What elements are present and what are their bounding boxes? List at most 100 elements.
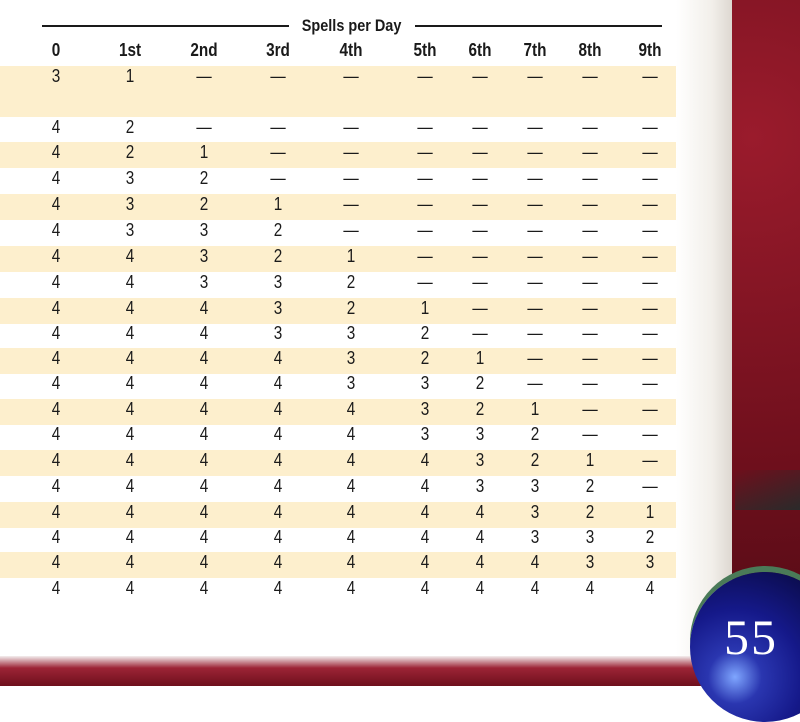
table-cell: 4	[125, 476, 135, 496]
table-cell: 4	[273, 552, 283, 572]
table-cell: 1	[125, 66, 135, 86]
table-cell: 3	[585, 552, 595, 572]
table-cell: 3	[125, 168, 135, 188]
table-cell: —	[343, 142, 359, 162]
table-cell: 3	[645, 552, 655, 572]
table-cell: 4	[51, 399, 61, 419]
table-cell: —	[343, 168, 359, 188]
table-cell: —	[417, 246, 433, 266]
table-cell: —	[270, 66, 286, 86]
table-cell: 4	[199, 348, 209, 368]
page-border	[676, 0, 736, 686]
table-cell: —	[270, 117, 286, 137]
table-cell: 4	[199, 424, 209, 444]
table-cell: 1	[530, 399, 540, 419]
table-cell: 3	[420, 424, 430, 444]
table-cell: 4	[125, 502, 135, 522]
table-cell: —	[582, 323, 598, 343]
table-cell: 3	[346, 373, 356, 393]
table-cell: —	[527, 373, 543, 393]
table-cell: —	[417, 66, 433, 86]
column-header: 5th	[413, 40, 437, 60]
table-cell: —	[582, 66, 598, 86]
table-cell: 4	[51, 578, 61, 598]
table-cell: 4	[51, 476, 61, 496]
table-cell: 2	[273, 220, 283, 240]
table-cell: —	[642, 194, 658, 214]
table-cell: 1	[420, 298, 430, 318]
table-cell: 1	[585, 450, 595, 470]
table-cell: 4	[199, 399, 209, 419]
table-cell: 2	[420, 348, 430, 368]
table-cell: —	[642, 272, 658, 292]
table-cell: 4	[125, 450, 135, 470]
table-cell: 1	[346, 246, 356, 266]
table-cell: —	[582, 246, 598, 266]
table-cell: 4	[645, 578, 655, 598]
table-cell: 2	[273, 246, 283, 266]
page-number: 55	[724, 609, 778, 665]
table-cell: 4	[199, 552, 209, 572]
table-cell: 3	[273, 298, 283, 318]
table-cell: 1	[475, 348, 485, 368]
table-cell: —	[270, 168, 286, 188]
table-cell: —	[196, 117, 212, 137]
table-cell: 4	[125, 323, 135, 343]
table-cell: 4	[273, 424, 283, 444]
table-cell: 4	[125, 298, 135, 318]
title-rule-left	[42, 25, 290, 27]
frame-corner	[735, 470, 800, 510]
table-cell: —	[472, 220, 488, 240]
table-cell: 4	[585, 578, 595, 598]
table-row: 4 3 2 — — — — — — —	[0, 168, 676, 194]
table-cell: 4	[346, 552, 356, 572]
table-cell: —	[196, 66, 212, 86]
table-cell: —	[582, 168, 598, 188]
table-cell: 4	[125, 578, 135, 598]
table-cell: —	[642, 373, 658, 393]
table-cell: 4	[475, 502, 485, 522]
table-cell: 4	[51, 117, 61, 137]
table-row: 4 2 — — — — — — — —	[0, 117, 676, 143]
table-cell: 2	[585, 476, 595, 496]
table-cell: 2	[530, 424, 540, 444]
column-header: 6th	[468, 40, 492, 60]
table-cell: 4	[199, 476, 209, 496]
table-cell: —	[582, 348, 598, 368]
column-header: 3rd	[266, 40, 290, 60]
table-cell: 4	[530, 578, 540, 598]
table-cell: —	[417, 168, 433, 188]
table-cell: 4	[273, 476, 283, 496]
table-cell: 3	[475, 450, 485, 470]
table-cell: 4	[420, 578, 430, 598]
table-row: 4 4 4 4 4 4 3 3 2 —	[0, 476, 676, 502]
table-cell: 4	[199, 373, 209, 393]
table-cell: 4	[199, 298, 209, 318]
table-cell: 3	[420, 373, 430, 393]
table-cell: —	[582, 142, 598, 162]
table-cell: 4	[51, 348, 61, 368]
table-cell: 4	[273, 348, 283, 368]
table-cell: —	[417, 194, 433, 214]
column-header: 9th	[638, 40, 662, 60]
table-cell: —	[527, 220, 543, 240]
table-cell: 3	[346, 348, 356, 368]
title-rule-right	[414, 25, 663, 27]
table-cell: —	[582, 373, 598, 393]
table-cell: 4	[346, 424, 356, 444]
table-cell: 4	[273, 399, 283, 419]
table-cell: —	[527, 323, 543, 343]
table-cell: —	[417, 220, 433, 240]
table-cell: —	[472, 298, 488, 318]
table-row: 4 4 4 4 3 3 2 — — —	[0, 373, 676, 399]
table-cell: —	[642, 476, 658, 496]
table-cell: 4	[273, 527, 283, 547]
table-cell: 2	[645, 527, 655, 547]
table-cell: 4	[273, 373, 283, 393]
table-cell: —	[527, 194, 543, 214]
table-cell: —	[582, 272, 598, 292]
table-row: 4 4 4 4 4 4 4 4 3 3	[0, 552, 676, 578]
table-cell: 2	[346, 272, 356, 292]
table-cell: 4	[346, 399, 356, 419]
table-cell: 3	[199, 220, 209, 240]
